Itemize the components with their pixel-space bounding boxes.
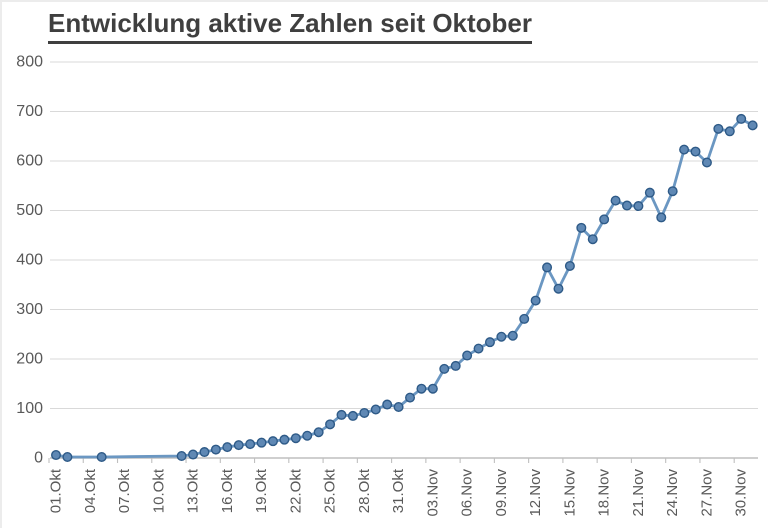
- data-point: [736, 113, 747, 124]
- data-point: [553, 283, 564, 294]
- x-tick-label: 01.Okt: [48, 468, 65, 513]
- data-point: [302, 430, 313, 441]
- data-point: [439, 363, 450, 374]
- x-tick-label: 07.Okt: [116, 468, 133, 513]
- data-point: [690, 146, 701, 157]
- data-point: [290, 433, 301, 444]
- data-point: [370, 404, 381, 415]
- data-point: [267, 436, 278, 447]
- data-point: [336, 409, 347, 420]
- x-tick-label: 30.Nov: [733, 469, 750, 517]
- data-point: [507, 330, 518, 341]
- data-point: [724, 126, 735, 137]
- data-point: [576, 222, 587, 233]
- data-point: [347, 410, 358, 421]
- x-tick-label: 15.Nov: [561, 469, 578, 517]
- x-tick-label: 25.Okt: [322, 468, 339, 513]
- data-point: [359, 407, 370, 418]
- data-point: [96, 452, 107, 463]
- data-point: [713, 123, 724, 134]
- data-point: [610, 195, 621, 206]
- x-tick-label: 19.Okt: [253, 468, 270, 513]
- chart-title: Entwicklung aktive Zahlen seit Oktober: [48, 8, 533, 44]
- data-point: [622, 200, 633, 211]
- data-point: [245, 439, 256, 450]
- data-point: [313, 427, 324, 438]
- data-point: [587, 234, 598, 245]
- x-tick-label: 10.Okt: [150, 468, 167, 513]
- x-tick-label: 27.Nov: [698, 469, 715, 517]
- x-tick-label: 09.Nov: [493, 469, 510, 517]
- x-tick-label: 06.Nov: [459, 469, 476, 517]
- data-point: [473, 343, 484, 354]
- y-tick-label: 400: [16, 252, 43, 269]
- x-tick-label: 12.Nov: [527, 469, 544, 517]
- data-point: [199, 447, 210, 458]
- y-tick-label: 700: [16, 103, 43, 120]
- y-tick-label: 300: [16, 301, 43, 318]
- data-point: [656, 212, 667, 223]
- data-point: [416, 383, 427, 394]
- y-tick-label: 500: [16, 202, 43, 219]
- data-point: [462, 350, 473, 361]
- data-point: [599, 214, 610, 225]
- data-point: [325, 419, 336, 430]
- data-point: [188, 449, 199, 460]
- data-point: [679, 144, 690, 155]
- data-point: [176, 451, 187, 462]
- data-point: [450, 360, 461, 371]
- data-point: [405, 392, 416, 403]
- data-point: [210, 444, 221, 455]
- data-point: [530, 295, 541, 306]
- data-point: [382, 399, 393, 410]
- data-point: [564, 260, 575, 271]
- x-tick-label: 22.Okt: [287, 468, 304, 513]
- data-point: [427, 383, 438, 394]
- data-point: [62, 452, 73, 463]
- x-tick-label: 03.Nov: [424, 469, 441, 517]
- x-tick-label: 13.Okt: [185, 468, 202, 513]
- data-point: [256, 437, 267, 448]
- data-point: [542, 262, 553, 273]
- x-tick-label: 18.Nov: [596, 469, 613, 517]
- y-tick-label: 100: [16, 400, 43, 417]
- data-point: [496, 331, 507, 342]
- y-tick-label: 0: [34, 450, 43, 467]
- data-point: [747, 120, 758, 131]
- data-point: [51, 450, 62, 461]
- data-point: [279, 434, 290, 445]
- x-tick-label: 24.Nov: [664, 469, 681, 517]
- data-point: [644, 187, 655, 198]
- data-point: [233, 440, 244, 451]
- data-point: [519, 313, 530, 324]
- x-tick-label: 16.Okt: [219, 468, 236, 513]
- data-point: [222, 442, 233, 453]
- data-point: [633, 201, 644, 212]
- data-point: [667, 186, 678, 197]
- data-point: [701, 157, 712, 168]
- x-tick-label: 21.Nov: [630, 469, 647, 517]
- x-tick-label: 31.Okt: [390, 468, 407, 513]
- series-line: [54, 117, 755, 459]
- data-point: [393, 402, 404, 413]
- x-tick-label: 28.Okt: [356, 468, 373, 513]
- x-tick-label: 04.Okt: [82, 468, 99, 513]
- y-tick-label: 200: [16, 351, 43, 368]
- data-point: [484, 337, 495, 348]
- y-tick-label: 800: [16, 54, 43, 71]
- y-tick-label: 600: [16, 153, 43, 170]
